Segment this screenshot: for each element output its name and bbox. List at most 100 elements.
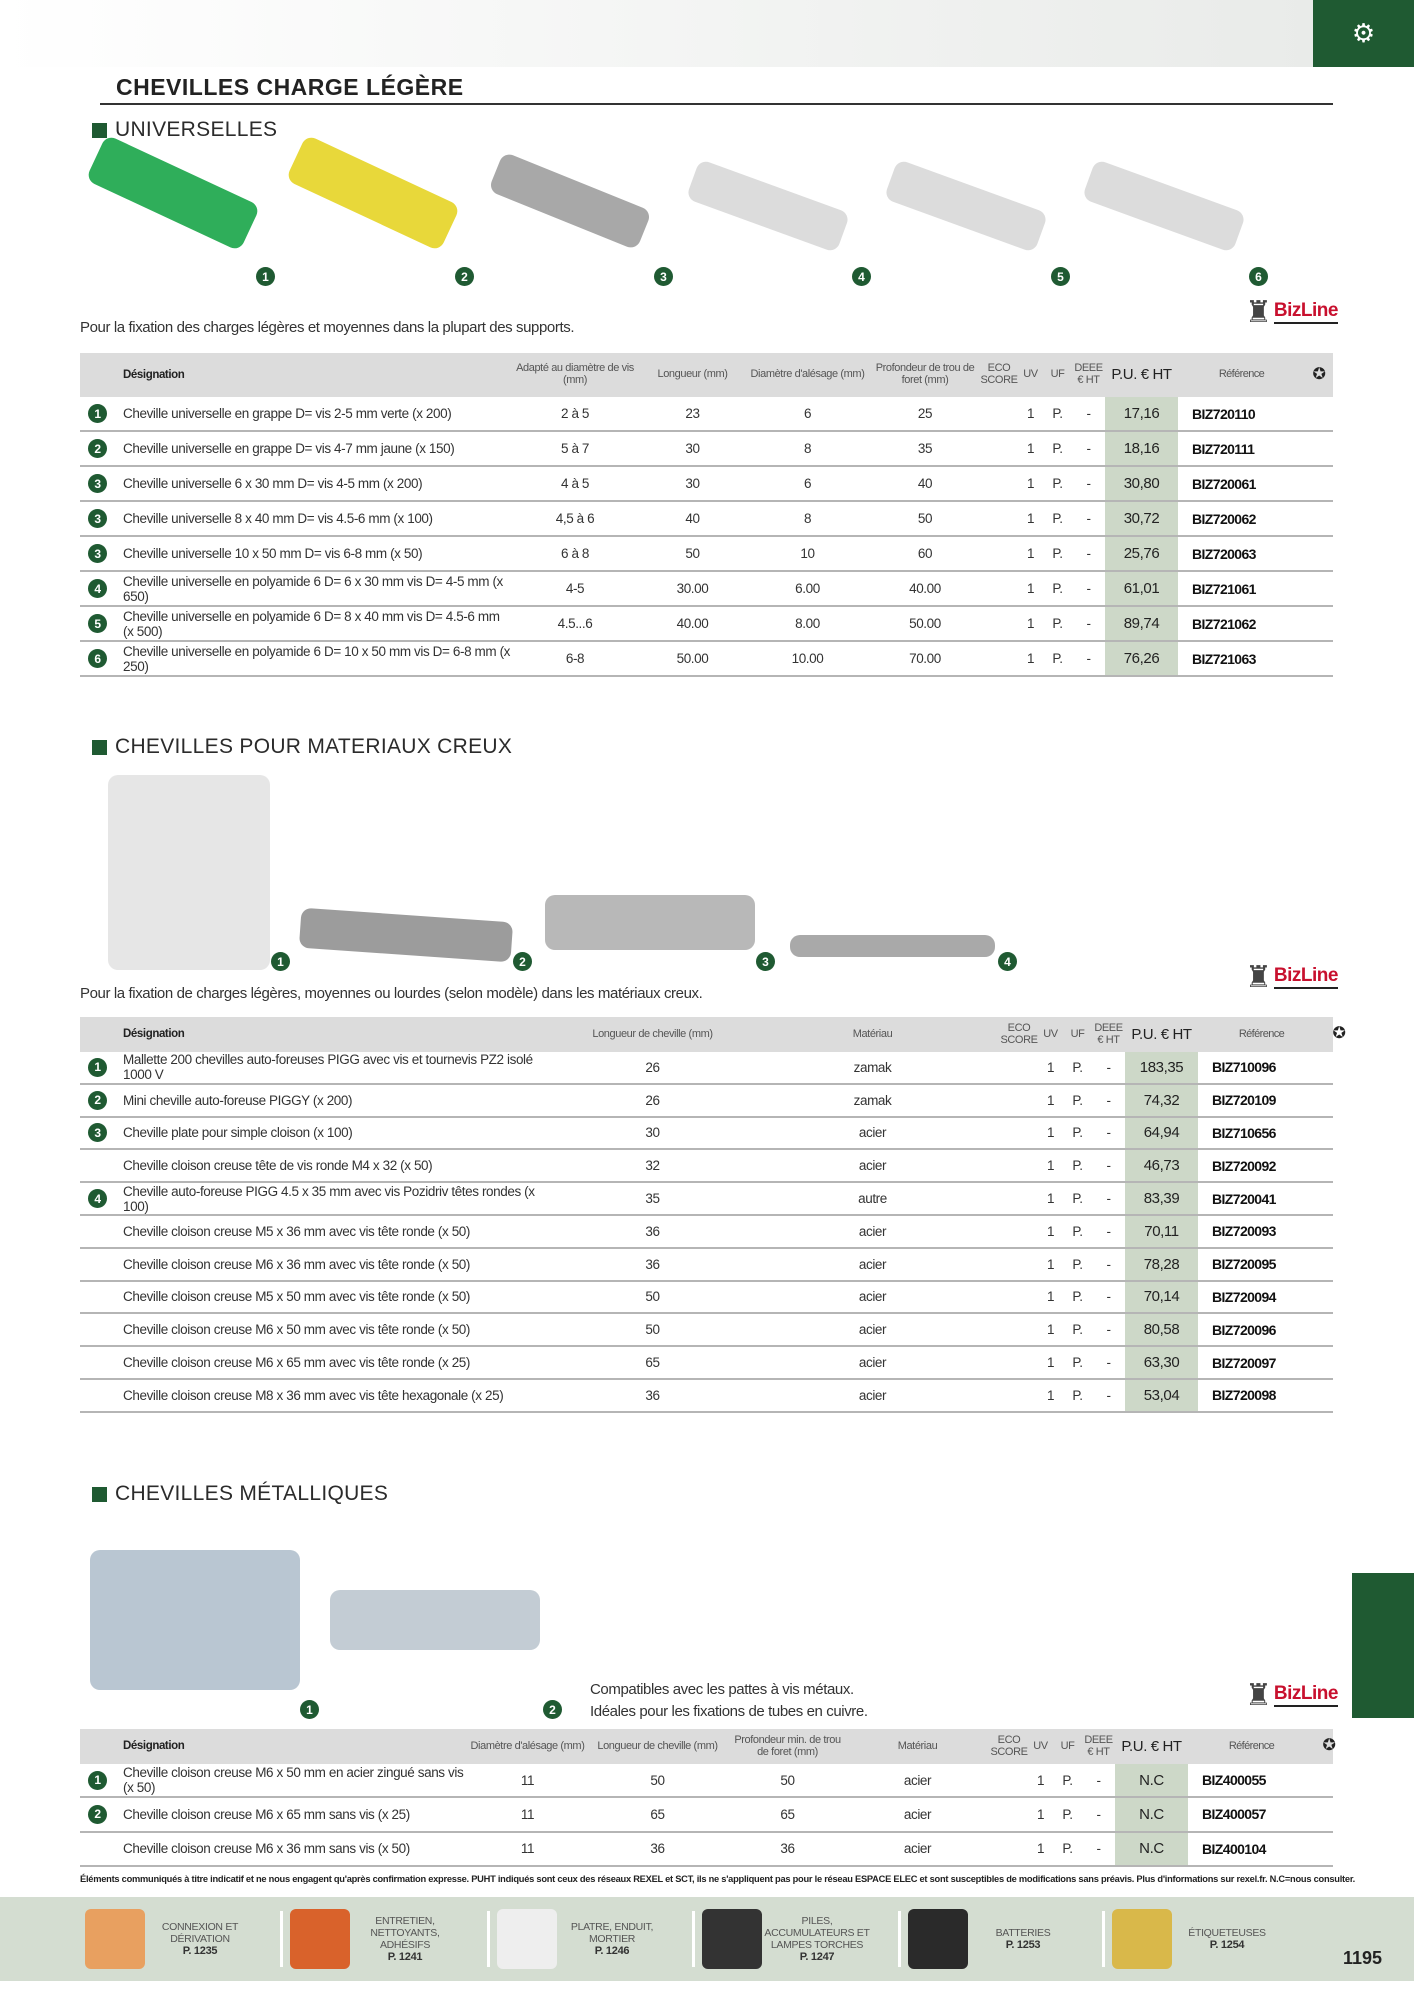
table-row[interactable]: 2 Cheville universelle en grappe D= vis 4… — [80, 432, 1333, 467]
page-title: CHEVILLES CHARGE LÉGÈRE — [116, 74, 464, 100]
category-label: BATTERIES — [995, 1926, 1051, 1939]
table-cell: 36 — [645, 1223, 660, 1239]
table-cell: 6-8 — [565, 651, 585, 666]
title-divider — [100, 103, 1333, 105]
empty-cell — [1305, 537, 1333, 570]
table-cell: 1 — [1046, 1387, 1055, 1403]
bizline-logo: ♜ BizLine — [1245, 290, 1338, 334]
product-image — [883, 158, 1049, 254]
table-cell: - — [1086, 406, 1091, 421]
table-row[interactable]: Cheville cloison creuse M5 x 50 mm avec … — [80, 1281, 1333, 1315]
price-cell: 78,28 — [1125, 1248, 1198, 1280]
category-thumbnail — [497, 1909, 557, 1969]
empty-cell — [1325, 1085, 1353, 1116]
table-row[interactable]: Cheville cloison creuse M6 x 50 mm avec … — [80, 1314, 1333, 1348]
table-cell: 36 — [650, 1841, 665, 1857]
bizline-text: BizLine — [1273, 965, 1338, 989]
empty-cell — [1305, 502, 1333, 535]
table-cell: 50.00 — [909, 616, 941, 631]
table-cell — [1000, 1282, 1038, 1313]
empty-cell — [1325, 1183, 1353, 1214]
table-cell — [980, 642, 1018, 675]
table-row[interactable]: Cheville cloison creuse M6 x 65 mm avec … — [80, 1347, 1333, 1380]
footer-link[interactable]: PLATRE, ENDUIT, MORTIER P. 1246 — [497, 1897, 667, 1981]
footnote: Éléments communiqués à titre indicatif e… — [80, 1874, 1356, 1884]
table-row[interactable]: Cheville cloison creuse tête de vis rond… — [80, 1150, 1333, 1184]
table-cell: 40.00 — [909, 581, 941, 596]
category-page: P. 1246 — [594, 1944, 630, 1957]
table-row[interactable]: Cheville cloison creuse M8 x 36 mm avec … — [80, 1379, 1333, 1413]
number-badge: 2 — [88, 1804, 107, 1824]
section-heading-creux: CHEVILLES POUR MATERIAUX CREUX — [92, 735, 512, 759]
column-header: Désignation — [123, 1028, 185, 1041]
table-cell: P. — [1052, 651, 1063, 666]
table-cell: P. — [1052, 511, 1063, 526]
row-badge: 1 — [80, 397, 115, 430]
table-row[interactable]: 3 Cheville plate pour simple cloison (x 1… — [80, 1117, 1333, 1151]
designation-cell: Cheville universelle 6 x 30 mm D= vis 4-… — [123, 476, 423, 491]
table-row[interactable]: 5 Cheville universelle en polyamide 6 D= … — [80, 607, 1333, 642]
footer-link[interactable]: ÉTIQUETEUSES P. 1254 — [1112, 1897, 1282, 1981]
column-header: UV — [1033, 1739, 1048, 1752]
table-cell: 50 — [645, 1289, 660, 1305]
number-badge: 3 — [88, 474, 107, 493]
table-cell: 1 — [1036, 1772, 1045, 1788]
reference-cell: BIZ720110 — [1192, 405, 1256, 422]
number-badge: 3 — [88, 1123, 107, 1143]
table-cell: zamak — [853, 1092, 892, 1108]
image-number-badge: 6 — [1249, 267, 1268, 286]
footer-navigation: CONNEXION ET DÉRIVATION P. 1235 ENTRETIEN,… — [0, 1897, 1414, 1981]
table-cell: 50.00 — [676, 651, 709, 666]
category-tab[interactable]: ⚙ — [1313, 0, 1414, 67]
table-row[interactable]: Cheville cloison creuse M6 x 36 mm sans … — [80, 1832, 1333, 1867]
table-row[interactable]: 3 Cheville universelle 6 x 30 mm D= vis 4… — [80, 467, 1333, 502]
row-badge: 3 — [80, 1118, 115, 1149]
side-tab[interactable] — [1352, 1573, 1414, 1718]
table-cell: P. — [1072, 1256, 1083, 1272]
category-label: ÉTIQUETEUSES — [1188, 1926, 1266, 1939]
table-cell: 6 — [803, 406, 812, 421]
drill-icon: ⚙ — [1351, 18, 1376, 48]
table-row[interactable]: 3 Cheville universelle 10 x 50 mm D= vis … — [80, 537, 1333, 572]
footer-link[interactable]: PILES, ACCUMULATEURS ET LAMPES TORCHES P.… — [702, 1897, 872, 1981]
table-cell: P. — [1072, 1059, 1083, 1075]
table-cell: 11 — [520, 1841, 535, 1857]
footer-link[interactable]: CONNEXION ET DÉRIVATION P. 1235 — [85, 1897, 255, 1981]
reference-cell: BIZ720111 — [1192, 440, 1255, 457]
table-cell: acier — [858, 1322, 887, 1338]
table-cell: 40 — [917, 476, 933, 491]
table-row[interactable]: 2 Mini cheville auto-foreuse PIGGY (x 200… — [80, 1084, 1333, 1118]
table-row[interactable]: 1 Cheville cloison creuse M6 x 50 mm en a… — [80, 1764, 1333, 1799]
table-cell: 1 — [1046, 1256, 1055, 1272]
table-cell: P. — [1062, 1806, 1073, 1822]
table-row[interactable]: 3 Cheville universelle 8 x 40 mm D= vis 4… — [80, 502, 1333, 537]
empty-cell — [1325, 1216, 1353, 1247]
table-cell: P. — [1052, 581, 1063, 596]
table-row[interactable]: 4 Cheville auto-foreuse PIGG 4.5 x 35 mm … — [80, 1183, 1333, 1216]
bizline-logo: ♜ BizLine — [1245, 955, 1338, 999]
table-cell: 65 — [650, 1806, 665, 1822]
footer-link[interactable]: ENTRETIEN, NETTOYANTS, ADHÉSIFS P. 1241 — [290, 1897, 460, 1981]
image-number-badge: 2 — [455, 267, 474, 286]
table-row[interactable]: 2 Cheville cloison creuse M6 x 65 mm sans… — [80, 1798, 1333, 1833]
price-cell: 63,30 — [1125, 1347, 1198, 1378]
recycle-icon: ✪ — [1312, 365, 1326, 383]
table-row[interactable]: 1 Mallette 200 chevilles auto-foreuses PI… — [80, 1052, 1333, 1085]
reference-cell: BIZ720041 — [1212, 1190, 1276, 1207]
table-cell: 50 — [685, 546, 700, 561]
footer-link[interactable]: BATTERIES P. 1253 — [908, 1897, 1078, 1981]
table-row[interactable]: Cheville cloison creuse M5 x 36 mm avec … — [80, 1215, 1333, 1249]
table-cell: acier — [858, 1223, 887, 1239]
number-badge: 3 — [88, 544, 107, 563]
row-badge — [80, 1833, 115, 1865]
table-row[interactable]: 4 Cheville universelle en polyamide 6 D= … — [80, 572, 1333, 607]
table-row[interactable]: 1 Cheville universelle en grappe D= vis 2… — [80, 397, 1333, 432]
table-row[interactable]: 6 Cheville universelle en polyamide 6 D= … — [80, 642, 1333, 677]
table-row[interactable]: Cheville cloison creuse M6 x 36 mm avec … — [80, 1248, 1333, 1282]
table-cell: 1 — [1046, 1125, 1055, 1141]
table-cell: P. — [1052, 476, 1063, 491]
price-cell: 25,76 — [1105, 537, 1178, 570]
table-cell: 2 à 5 — [560, 406, 590, 421]
section-heading-universelles: UNIVERSELLES — [92, 118, 277, 142]
table-cell: 1 — [1026, 511, 1035, 526]
